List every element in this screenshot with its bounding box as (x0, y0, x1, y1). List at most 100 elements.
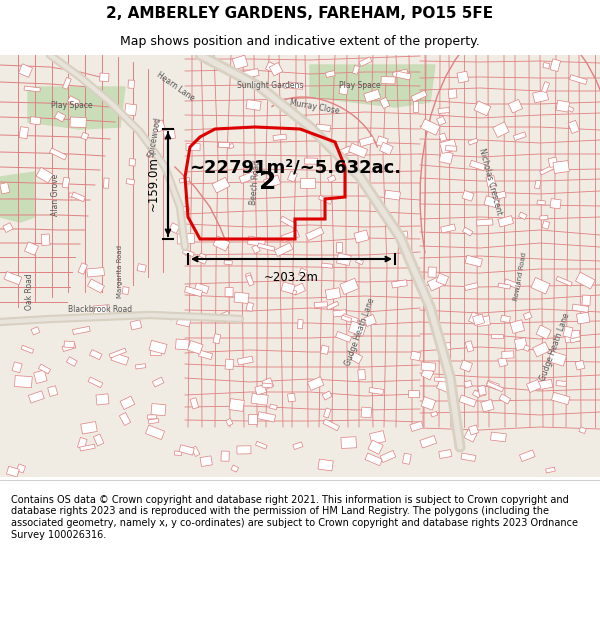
Bar (541, 82, 550, 92)
Bar (34, 370, 47, 384)
Bar (510, 320, 524, 334)
Bar (126, 179, 135, 185)
Bar (262, 378, 274, 389)
Text: Margarita Road: Margarita Road (117, 246, 123, 299)
Bar (333, 309, 346, 317)
Bar (410, 351, 421, 361)
Bar (339, 84, 349, 95)
Bar (265, 62, 281, 74)
Bar (197, 256, 207, 264)
Bar (239, 172, 256, 184)
Bar (305, 227, 324, 241)
Bar (431, 411, 437, 417)
Bar (536, 379, 553, 390)
Bar (440, 139, 457, 154)
Bar (128, 80, 134, 88)
Bar (533, 342, 550, 357)
Bar (498, 216, 514, 227)
Bar (421, 368, 434, 380)
Bar (376, 136, 388, 148)
Bar (231, 465, 239, 472)
Bar (579, 427, 586, 434)
Bar (238, 356, 253, 365)
Bar (570, 337, 581, 343)
Bar (531, 278, 550, 294)
Bar (364, 89, 381, 102)
Bar (186, 144, 200, 151)
Bar (4, 271, 22, 285)
Bar (262, 383, 272, 388)
Bar (535, 180, 541, 189)
Bar (325, 288, 341, 300)
Bar (526, 379, 541, 392)
Bar (55, 111, 66, 122)
Bar (122, 287, 129, 294)
Bar (212, 177, 230, 193)
Bar (474, 101, 491, 116)
Polygon shape (0, 172, 35, 222)
Bar (49, 148, 67, 160)
Bar (358, 369, 365, 380)
Bar (163, 129, 175, 139)
Bar (71, 192, 85, 202)
Bar (341, 437, 356, 449)
Bar (252, 244, 260, 254)
Bar (439, 133, 447, 141)
Bar (350, 352, 362, 364)
Text: Alan Grove: Alan Grove (50, 174, 59, 216)
Bar (486, 176, 496, 187)
Bar (410, 421, 424, 431)
Bar (62, 78, 71, 89)
Bar (337, 253, 351, 266)
Bar (464, 429, 477, 442)
Bar (355, 258, 364, 265)
Bar (500, 315, 511, 322)
Bar (243, 69, 259, 79)
Bar (396, 71, 411, 80)
Bar (251, 393, 268, 405)
Bar (284, 82, 292, 89)
Bar (194, 283, 209, 294)
Text: 2: 2 (259, 170, 277, 194)
Bar (445, 146, 457, 151)
Bar (326, 301, 339, 310)
Bar (299, 178, 314, 188)
Bar (556, 276, 572, 286)
Bar (21, 345, 34, 353)
Bar (563, 326, 573, 338)
Bar (523, 312, 532, 320)
Bar (248, 236, 266, 247)
Bar (199, 350, 212, 359)
Bar (469, 425, 479, 435)
Bar (469, 312, 481, 325)
Bar (508, 99, 523, 113)
Bar (468, 138, 478, 145)
Bar (190, 398, 199, 409)
Bar (81, 132, 89, 140)
Bar (255, 384, 266, 395)
Bar (484, 196, 500, 208)
Bar (462, 191, 474, 201)
Bar (421, 362, 436, 371)
Polygon shape (310, 65, 435, 107)
Bar (293, 442, 303, 449)
Bar (486, 381, 499, 390)
Bar (151, 350, 161, 356)
Bar (80, 444, 95, 451)
Bar (179, 177, 190, 183)
Bar (335, 331, 352, 342)
Bar (70, 117, 86, 128)
Bar (281, 230, 299, 242)
Bar (491, 432, 506, 442)
Bar (96, 394, 109, 405)
Bar (227, 144, 234, 149)
Bar (556, 100, 569, 112)
Bar (129, 159, 136, 166)
Bar (553, 161, 569, 174)
Bar (25, 242, 38, 255)
Bar (353, 65, 359, 74)
Text: Sunlight Gardens: Sunlight Gardens (237, 81, 303, 89)
Bar (496, 191, 506, 199)
Bar (148, 418, 159, 424)
Bar (365, 453, 382, 466)
